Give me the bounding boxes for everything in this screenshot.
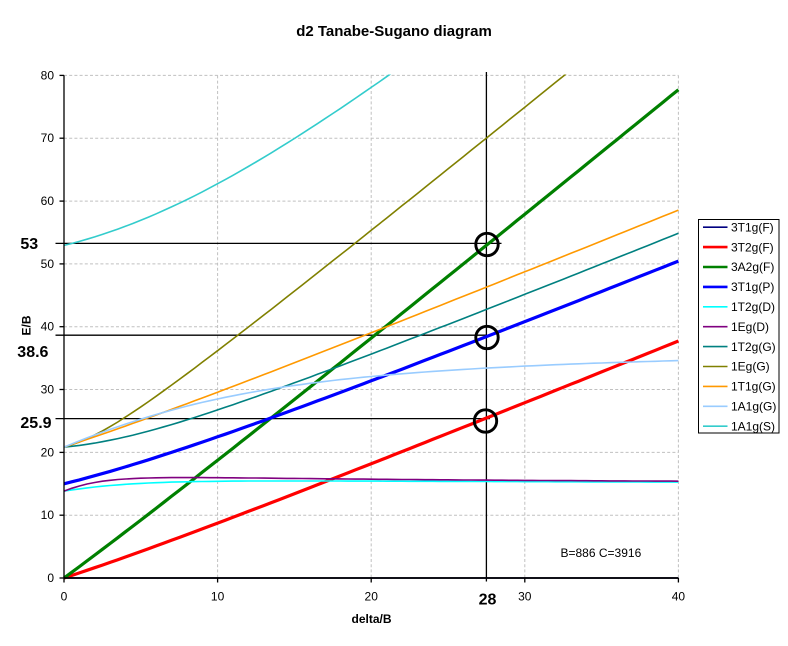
- svg-text:B=886 C=3916: B=886 C=3916: [561, 546, 642, 560]
- svg-text:d2 Tanabe-Sugano diagram: d2 Tanabe-Sugano diagram: [296, 23, 492, 40]
- svg-text:53: 53: [20, 236, 38, 253]
- svg-text:1Eg(G): 1Eg(G): [731, 360, 770, 374]
- svg-text:E/B: E/B: [19, 315, 33, 335]
- svg-text:50: 50: [41, 257, 55, 271]
- svg-text:3T1g(P): 3T1g(P): [731, 280, 774, 294]
- svg-text:10: 10: [41, 508, 55, 522]
- svg-text:40: 40: [41, 320, 55, 334]
- svg-text:delta/B: delta/B: [351, 612, 391, 626]
- svg-text:20: 20: [41, 445, 55, 459]
- svg-text:1T2g(G): 1T2g(G): [731, 340, 776, 354]
- svg-text:3A2g(F): 3A2g(F): [731, 260, 774, 274]
- svg-text:70: 70: [41, 131, 55, 145]
- svg-text:60: 60: [41, 194, 55, 208]
- svg-text:3T2g(F): 3T2g(F): [731, 240, 774, 254]
- svg-text:30: 30: [41, 383, 55, 397]
- svg-text:30: 30: [518, 590, 532, 604]
- svg-text:20: 20: [365, 590, 379, 604]
- svg-text:0: 0: [61, 590, 68, 604]
- svg-text:38.6: 38.6: [17, 344, 48, 361]
- svg-text:1Eg(D): 1Eg(D): [731, 320, 769, 334]
- svg-text:80: 80: [41, 68, 55, 82]
- svg-text:1A1g(G): 1A1g(G): [731, 400, 776, 414]
- svg-text:1T2g(D): 1T2g(D): [731, 300, 775, 314]
- svg-text:1A1g(S): 1A1g(S): [731, 419, 775, 433]
- svg-text:1T1g(G): 1T1g(G): [731, 380, 776, 394]
- svg-text:10: 10: [211, 590, 225, 604]
- svg-text:0: 0: [47, 571, 54, 585]
- svg-text:28: 28: [479, 592, 497, 609]
- svg-text:25.9: 25.9: [20, 415, 51, 432]
- svg-text:3T1g(F): 3T1g(F): [731, 220, 774, 234]
- svg-text:40: 40: [672, 590, 686, 604]
